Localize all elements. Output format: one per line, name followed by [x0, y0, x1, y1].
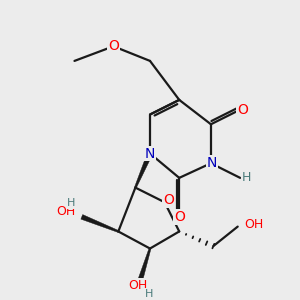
Text: O: O — [237, 103, 248, 117]
Text: H: H — [67, 199, 75, 208]
Text: O: O — [108, 39, 119, 53]
Text: N: N — [207, 156, 217, 170]
Text: OH: OH — [128, 279, 147, 292]
Text: N: N — [145, 146, 155, 161]
Polygon shape — [138, 248, 151, 281]
Text: H: H — [242, 171, 251, 184]
Text: OH: OH — [56, 206, 76, 218]
Text: O: O — [163, 193, 174, 207]
Polygon shape — [81, 214, 119, 232]
Text: OH: OH — [244, 218, 263, 231]
Text: O: O — [174, 210, 185, 224]
Text: H: H — [145, 289, 153, 298]
Polygon shape — [134, 152, 152, 188]
